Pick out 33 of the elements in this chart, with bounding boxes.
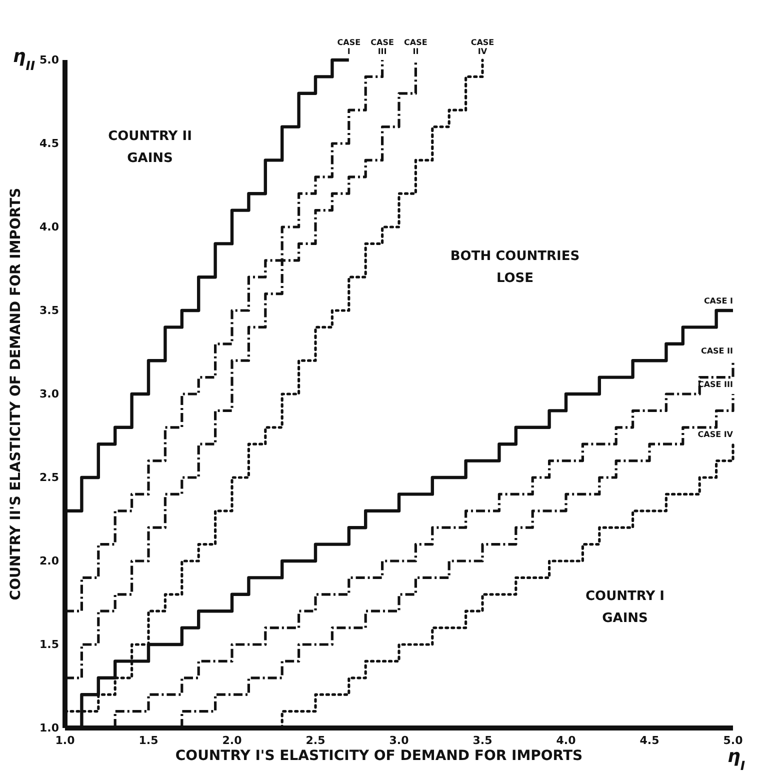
text: η$_{II}$: [12, 46, 36, 72]
series-label: CASE I: [337, 38, 361, 56]
x-tick-label: 1.5: [138, 734, 158, 747]
series-label: CASE IV: [470, 38, 494, 56]
y-tick-label: 2.5: [40, 471, 59, 484]
y-tick-label: 3.5: [40, 304, 59, 318]
y-axis-title: COUNTRY II'S ELASTICITY OF DEMAND FOR IMPORTS: [8, 188, 24, 600]
x-tick-label: 2.0: [222, 734, 242, 747]
series-label: CASE III: [698, 380, 734, 389]
x-axis-title: COUNTRY I'S ELASTICITY OF DEMAND FOR IMPORTS: [175, 748, 583, 764]
y-tick-label: 5.0: [40, 54, 60, 67]
series-label: CASE III: [370, 38, 394, 56]
annotation: COUNTRY II GAINS: [108, 129, 192, 166]
annotation: COUNTRY I GAINS: [586, 589, 664, 626]
y-tick-label: 3.0: [40, 388, 60, 401]
x-tick-label: 3.5: [472, 734, 492, 747]
y-tick-label: 4.5: [40, 137, 59, 150]
x-tick-label: 4.5: [640, 734, 660, 747]
x-tick-label: 4.0: [556, 734, 576, 747]
y-tick-label: 1.5: [40, 638, 59, 652]
y-tick-label: 1.0: [40, 722, 60, 735]
x-tick-label: 5.0: [723, 734, 744, 747]
x-tick-label: 1.0: [55, 734, 76, 747]
y-tick-label: 4.0: [40, 220, 60, 234]
annotation: BOTH COUNTRIES LOSE: [450, 249, 580, 286]
series-label: CASE II: [700, 346, 734, 356]
y-tick-label: 2.0: [40, 554, 60, 568]
series-label: CASE IV: [698, 430, 734, 440]
series-label: CASE II: [404, 38, 428, 56]
x-tick-label: 3.0: [389, 734, 410, 747]
series-label: CASE I: [704, 296, 734, 306]
x-tick-label: 2.5: [306, 734, 326, 747]
text: η$_{I}$: [727, 746, 746, 772]
